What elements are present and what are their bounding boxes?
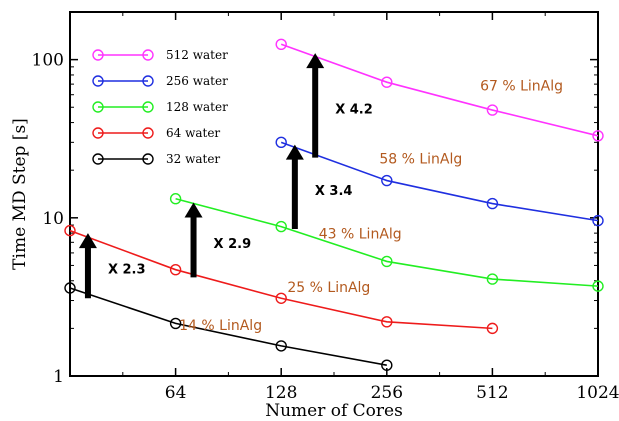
series-64-water <box>64 224 499 335</box>
data-point <box>486 197 499 210</box>
legend-item: 64 water <box>92 126 220 140</box>
linalg-percentage-label: 67 % LinAlg <box>480 78 563 94</box>
series-512-water <box>275 38 604 142</box>
data-point <box>169 317 182 330</box>
legend-marker-right <box>142 153 154 165</box>
data-point <box>486 104 499 116</box>
linalg-percentage-label: 25 % LinAlg <box>287 280 370 296</box>
legend-label: 512 water <box>166 48 228 62</box>
legend-marker-left <box>92 75 104 87</box>
legend-item: 128 water <box>92 100 228 114</box>
y-axis-title: Time MD Step [s] <box>10 118 30 270</box>
data-point <box>592 214 604 227</box>
y-tick-label: 10 <box>42 209 64 229</box>
series-line <box>69 229 493 330</box>
legend-marker-right <box>142 127 154 139</box>
speedup-label: X 4.2 <box>335 102 373 117</box>
series-128-water <box>169 193 604 292</box>
data-point <box>592 130 604 142</box>
y-tick-label: 100 <box>32 51 64 71</box>
speedup-arrow-head <box>285 144 304 160</box>
x-tick-label: 256 <box>371 383 403 403</box>
legend-label: 256 water <box>166 74 228 88</box>
data-point <box>64 282 76 294</box>
data-point <box>275 340 287 352</box>
annotations: X 4.2 X 3.4 X 2.9 X 2.3 67 % LinAlg 58 % LinA… <box>78 53 563 334</box>
series-line <box>69 287 387 367</box>
series-layer <box>64 38 604 371</box>
data-point <box>381 359 393 371</box>
legend-marker-left <box>92 49 104 61</box>
legend-marker-left <box>92 153 104 165</box>
linalg-percentage-label: 14 % LinAlg <box>179 318 262 334</box>
data-point <box>486 273 499 285</box>
series-line <box>175 197 599 287</box>
legend-label: 64 water <box>166 126 220 140</box>
data-point <box>169 193 182 205</box>
series-32-water <box>64 282 393 371</box>
series-256-water <box>275 136 604 227</box>
legend-marker-left <box>92 101 104 113</box>
linalg-percentage-label: 43 % LinAlg <box>319 226 402 242</box>
y-tick-label: 1 <box>53 367 64 387</box>
legend-label: 128 water <box>166 100 228 114</box>
speedup-label: X 2.3 <box>108 263 146 278</box>
ticks: 64 128 256 512 1024 1 10 100 <box>32 11 619 403</box>
data-point <box>381 255 393 268</box>
data-point <box>592 280 604 292</box>
legend-item: 32 water <box>92 152 220 166</box>
legend-marker-left <box>92 127 104 139</box>
x-axis-title: Numer of Cores <box>265 401 403 421</box>
legend-label: 32 water <box>166 152 220 166</box>
legend-item: 256 water <box>92 74 228 88</box>
series-line <box>280 43 599 137</box>
x-tick-label: 64 <box>165 383 187 403</box>
series-line <box>280 141 599 222</box>
x-tick-label: 1024 <box>576 383 619 403</box>
legend-marker-right <box>142 101 154 113</box>
data-point <box>381 76 393 88</box>
speedup-arrow-head <box>78 233 97 249</box>
data-point <box>275 220 287 233</box>
legend-item: 512 water <box>92 48 228 62</box>
data-point <box>169 263 182 276</box>
x-tick-label: 512 <box>476 383 508 403</box>
linalg-percentage-label: 58 % LinAlg <box>379 152 462 168</box>
legend-marker-right <box>142 75 154 87</box>
x-tick-label: 128 <box>265 383 297 403</box>
speedup-arrow-head <box>184 202 203 218</box>
legend: 512 water 256 water 128 water 64 water 32 wa… <box>92 48 228 166</box>
data-point <box>275 38 287 50</box>
data-point <box>275 292 287 304</box>
speedup-arrow-head <box>306 53 325 69</box>
speedup-label: X 3.4 <box>315 184 353 199</box>
data-point <box>381 174 393 187</box>
data-point <box>486 322 499 335</box>
data-point <box>275 136 287 149</box>
data-point <box>381 316 393 328</box>
data-point <box>64 224 76 237</box>
speedup-label: X 2.9 <box>214 237 252 252</box>
legend-marker-right <box>142 49 154 61</box>
